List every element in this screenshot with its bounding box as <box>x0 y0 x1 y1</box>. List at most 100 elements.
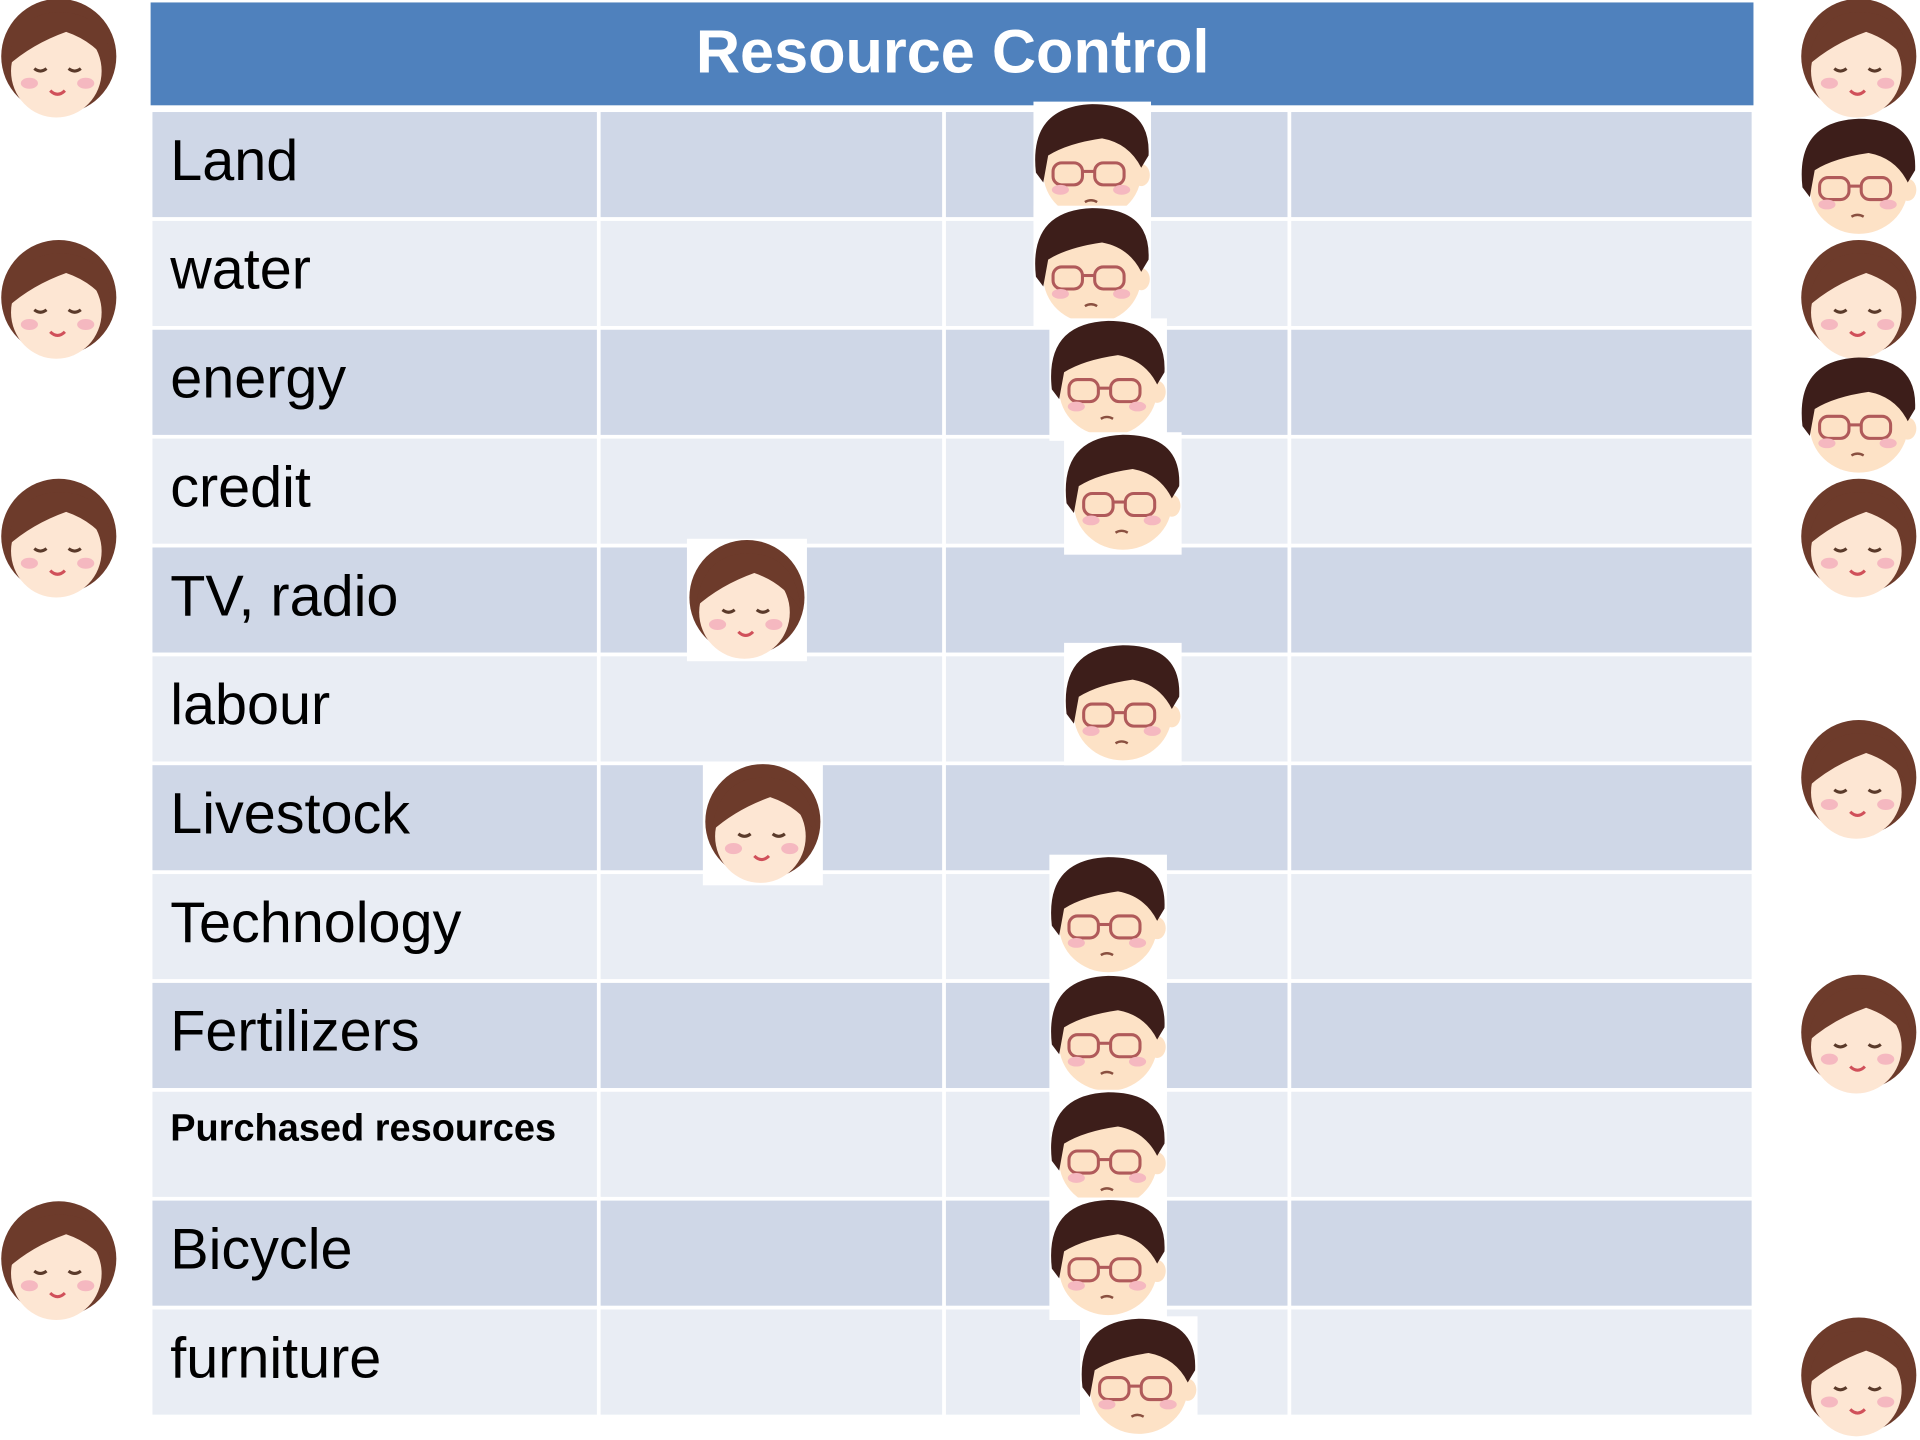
cheek <box>20 1280 38 1292</box>
hair <box>1051 1092 1165 1171</box>
face <box>11 1226 102 1320</box>
table-cell <box>596 326 946 439</box>
glasses <box>1051 265 1084 291</box>
table-cell <box>1287 543 1756 657</box>
eye <box>755 608 770 614</box>
woman-icon <box>702 762 823 886</box>
hair <box>1051 975 1165 1055</box>
bangs <box>7 253 113 310</box>
eye <box>1833 1386 1848 1392</box>
row-label: Purchased resources <box>170 1107 556 1149</box>
cheek <box>1879 438 1897 449</box>
cheek <box>1820 798 1838 810</box>
table-cell <box>1287 108 1756 221</box>
man-icon <box>1064 642 1182 766</box>
table-cell <box>596 652 946 766</box>
table-cell <box>148 543 601 657</box>
face <box>1811 504 1902 598</box>
eye <box>1833 788 1848 794</box>
eye <box>67 1269 82 1275</box>
mouth <box>49 89 66 96</box>
table-cell <box>1287 870 1756 983</box>
cheek <box>1159 1399 1177 1410</box>
table-cell <box>1287 434 1756 548</box>
table-cell <box>148 979 601 1092</box>
glasses <box>1051 161 1084 187</box>
mouth <box>1849 1065 1866 1072</box>
face <box>1811 265 1902 359</box>
eye <box>67 547 82 553</box>
row-label: Land <box>170 129 298 193</box>
mouth <box>1130 1413 1145 1418</box>
row-label: energy <box>170 347 346 411</box>
hair <box>1801 118 1916 198</box>
man-icon <box>1064 432 1182 555</box>
table-cell <box>1287 761 1756 875</box>
hair <box>1801 357 1916 436</box>
cheek <box>1128 401 1147 412</box>
table-cell <box>1287 979 1756 1092</box>
cheek <box>1820 557 1838 569</box>
table-cell <box>942 761 1292 875</box>
glasses <box>1139 1376 1173 1402</box>
cheek <box>20 77 38 89</box>
glasses <box>1067 914 1100 940</box>
hair <box>1051 320 1165 400</box>
face <box>11 504 102 598</box>
woman-icon <box>1 240 117 359</box>
hair <box>1065 434 1180 514</box>
cheek <box>77 77 95 89</box>
eye <box>737 832 752 838</box>
table-cell <box>148 1196 601 1310</box>
cheek <box>1143 726 1161 736</box>
bangs <box>711 777 817 834</box>
cheek <box>1877 557 1895 569</box>
eye <box>1867 788 1882 794</box>
glasses <box>1109 378 1142 404</box>
cheek <box>1067 1173 1085 1183</box>
cheek <box>1879 199 1897 210</box>
cheek <box>724 843 743 855</box>
face <box>1811 745 1902 839</box>
eye <box>1833 308 1848 314</box>
table-cell <box>1287 1088 1756 1201</box>
glasses <box>1067 378 1100 404</box>
mouth <box>1100 1294 1114 1300</box>
cheek <box>1113 184 1131 195</box>
woman-icon <box>1801 0 1917 118</box>
table-cell <box>1287 1305 1756 1419</box>
cheek <box>1820 77 1838 89</box>
glasses <box>1082 702 1115 728</box>
cheek <box>77 557 95 569</box>
man-icon <box>1033 101 1152 225</box>
table-cell <box>1287 217 1756 330</box>
cheek <box>1143 515 1161 526</box>
glasses <box>1067 1033 1100 1059</box>
bangs <box>7 12 113 69</box>
cheek <box>1067 401 1085 412</box>
cheek <box>1082 726 1100 736</box>
man-icon <box>1080 1316 1198 1439</box>
glasses <box>1818 414 1851 440</box>
mouth <box>1849 569 1866 576</box>
eye <box>33 308 48 314</box>
eye <box>771 832 786 838</box>
cheek <box>708 618 727 630</box>
eye <box>33 1269 48 1275</box>
man-icon <box>1033 205 1152 329</box>
table-body: Land water energy credit TV, radio labour Live… <box>148 108 1756 1419</box>
table-cell <box>596 1305 946 1419</box>
eye <box>1867 1043 1882 1049</box>
bangs <box>1807 12 1913 69</box>
cheek <box>781 843 799 855</box>
cheek <box>1051 184 1069 195</box>
eye <box>1833 547 1848 553</box>
cheek <box>1818 199 1836 210</box>
hair <box>1035 208 1149 287</box>
mouth <box>1114 740 1129 745</box>
cheek <box>765 618 783 630</box>
mouth <box>1100 415 1114 420</box>
